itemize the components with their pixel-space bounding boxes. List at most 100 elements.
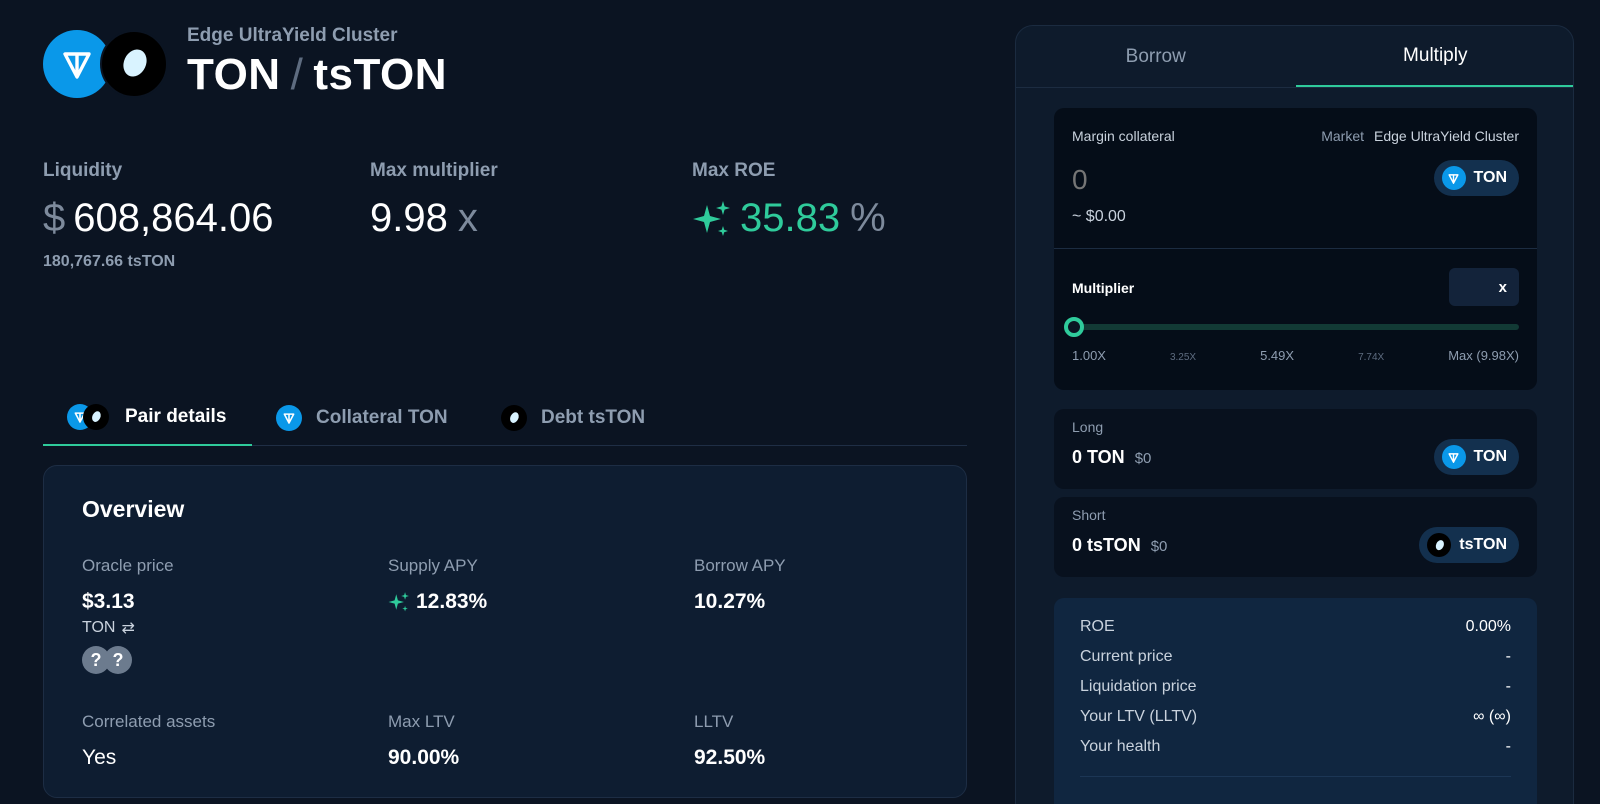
short-box: Short 0 tsTON $0 tsTON (1054, 497, 1537, 577)
short-token-select[interactable]: tsTON (1419, 527, 1519, 563)
long-amount-row: 0 TON $0 (1072, 447, 1151, 468)
swap-icon[interactable]: ⇄ (121, 620, 135, 637)
summary-row-liquidation-price: Liquidation price - (1080, 672, 1511, 702)
market-subtitle: Edge UltraYield Cluster (187, 25, 398, 46)
correlated-value: Yes (82, 746, 117, 769)
max-multiplier-value: 9.98 (370, 196, 448, 240)
oracle-price-block: Oracle price $3.13 TON ⇄ ? ? (82, 556, 174, 674)
oracle-price-value: $3.13 (82, 590, 135, 613)
summary-row-current-price: Current price - (1080, 642, 1511, 672)
liquidity-label: Liquidity (43, 160, 123, 181)
market-value: Edge UltraYield Cluster (1374, 128, 1519, 144)
correlated-block: Correlated assets Yes (82, 712, 215, 770)
max-roe-value: 35.83 (740, 196, 841, 240)
lltv-block: LLTV 92.50% (694, 712, 765, 770)
summary-row-ltv: Your LTV (LLTV) ∞ (∞) (1080, 702, 1511, 732)
max-ltv-label: Max LTV (388, 712, 455, 731)
tick-label[interactable]: 3.25X (1169, 352, 1197, 363)
summary-label: Liquidation price (1080, 678, 1197, 695)
summary-row-roe: ROE 0.00% (1080, 612, 1511, 642)
summary-label: Current price (1080, 648, 1173, 665)
borrow-apy-value: 10.27% (694, 590, 766, 613)
tick-label[interactable]: 7.74X (1358, 352, 1385, 363)
ton-icon (1441, 445, 1466, 469)
supply-apy-block: Supply APY 12.83% (388, 556, 487, 614)
correlated-label: Correlated assets (82, 712, 216, 731)
supply-apy-value: 12.83% (416, 590, 488, 613)
max-multiplier-unit: x (457, 196, 478, 240)
market-label: Market (1321, 128, 1364, 144)
pair-icon (67, 404, 111, 430)
divider (1080, 776, 1511, 777)
borrow-apy-block: Borrow APY 10.27% (694, 556, 786, 614)
summary-row-health: Your health - (1080, 732, 1511, 762)
tab-pair-details-label: Pair details (125, 406, 227, 427)
pair-tabs: Pair details Collateral TON Debt tsTON (43, 390, 967, 446)
multiplier-slider-thumb[interactable] (1064, 317, 1084, 337)
page-title: TON / tsTON (187, 50, 447, 100)
liquidity-sub: 180,767.66 tsTON (43, 253, 176, 270)
oracle-price-unit: TON (82, 619, 116, 636)
long-box: Long 0 TON $0 TON (1054, 409, 1537, 489)
liquidity-stat: Liquidity $ 608,864.06 180,767.66 tsTON (43, 160, 273, 271)
tston-icon (501, 405, 527, 431)
max-ltv-block: Max LTV 90.00% (388, 712, 459, 770)
tston-icon (1427, 533, 1452, 557)
summary-value: - (1505, 678, 1511, 695)
short-token-label: tsTON (1459, 536, 1507, 553)
max-multiplier-label: Max multiplier (370, 160, 498, 181)
max-roe-stat: Max ROE 35.83 % (692, 160, 886, 241)
summary-label: Your LTV (LLTV) (1080, 708, 1198, 725)
short-amount-row: 0 tsTON $0 (1072, 535, 1167, 556)
divider (1054, 248, 1537, 249)
short-usd: $0 (1150, 538, 1168, 555)
margin-label: Margin collateral (1072, 128, 1175, 144)
tab-collateral-ton[interactable]: Collateral TON (276, 390, 448, 446)
summary-label: ROE (1080, 618, 1115, 635)
multiplier-slider-track[interactable] (1072, 324, 1519, 330)
title-debt: tsTON (313, 50, 448, 99)
tick-label[interactable]: 5.49X (1260, 348, 1295, 363)
margin-amount-input[interactable] (1072, 160, 1372, 200)
sparkle-icon (692, 199, 732, 239)
oracle-sources: ? ? (82, 646, 174, 674)
ton-icon (1441, 166, 1466, 190)
tab-borrow[interactable]: Borrow (1125, 45, 1186, 67)
max-ltv-value: 90.00% (388, 746, 460, 769)
multiplier-ticks: 1.00X 3.25X 5.49X 7.74X Max (9.98X) (1072, 348, 1519, 363)
multiplier-input[interactable]: x (1449, 268, 1519, 306)
overview-title: Overview (82, 496, 185, 522)
title-separator: / (290, 50, 304, 99)
tab-pair-details[interactable]: Pair details (43, 390, 252, 446)
tab-debt-label: Debt tsTON (541, 407, 646, 428)
max-multiplier-stat: Max multiplier 9.98 x (370, 160, 498, 241)
short-label: Short (1072, 507, 1106, 523)
max-roe-label: Max ROE (692, 160, 776, 181)
oracle-price-label: Oracle price (82, 556, 174, 575)
overview-card: Overview Oracle price $3.13 TON ⇄ ? ? Su… (43, 465, 967, 798)
short-amount: 0 tsTON (1072, 535, 1141, 555)
margin-token-select[interactable]: TON (1433, 160, 1519, 196)
long-token-select[interactable]: TON (1433, 439, 1519, 475)
tston-icon (100, 30, 168, 98)
market-info: Market Edge UltraYield Cluster (1321, 128, 1519, 144)
max-roe-unit: % (850, 196, 886, 240)
tab-debt-tston[interactable]: Debt tsTON (501, 390, 645, 446)
tick-label[interactable]: Max (9.98X) (1448, 348, 1519, 363)
tick-label[interactable]: 1.00X (1072, 348, 1106, 363)
supply-apy-label: Supply APY (388, 556, 478, 575)
unknown-oracle-icon[interactable]: ? (104, 646, 132, 674)
tab-collateral-label: Collateral TON (316, 407, 448, 428)
position-summary: ROE 0.00% Current price - Liquidation pr… (1054, 598, 1537, 804)
multiplier-suffix: x (1498, 278, 1507, 296)
margin-usd: ~ $0.00 (1072, 208, 1126, 225)
long-usd: $0 (1134, 450, 1152, 467)
margin-multiplier-box: Margin collateral Market Edge UltraYield… (1054, 108, 1537, 390)
panel-tabs: Borrow Multiply (1016, 26, 1573, 88)
tab-multiply[interactable]: Multiply (1295, 26, 1573, 87)
ton-icon (276, 405, 302, 431)
summary-value: - (1505, 738, 1511, 755)
multiply-panel: Borrow Multiply Margin collateral Market… (1015, 25, 1574, 804)
lltv-value: 92.50% (694, 746, 766, 769)
margin-token-label: TON (1473, 169, 1507, 186)
